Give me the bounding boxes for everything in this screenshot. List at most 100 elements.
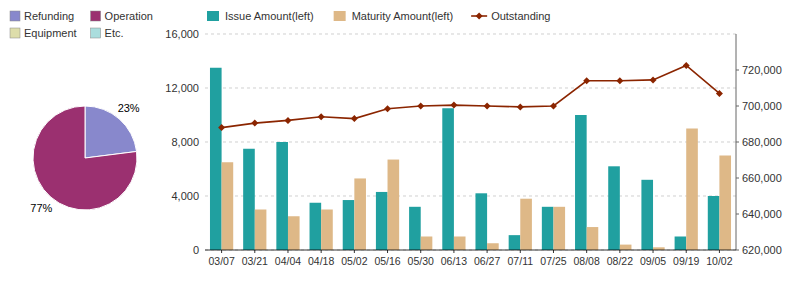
marker bbox=[318, 113, 325, 120]
pie-chart: RefundingOperationEquipmentEtc.23%77% bbox=[10, 10, 153, 214]
marker bbox=[583, 77, 590, 84]
bar bbox=[575, 115, 587, 250]
y-tick-label: 4,000 bbox=[171, 190, 199, 202]
marker bbox=[384, 105, 391, 112]
legend-swatch-marker bbox=[476, 13, 483, 20]
pie-slice bbox=[33, 106, 137, 210]
legend-label: Issue Amount(left) bbox=[225, 10, 314, 22]
marks bbox=[210, 62, 731, 250]
y-tick-label: 8,000 bbox=[171, 136, 199, 148]
bar bbox=[620, 245, 632, 250]
grid-line bbox=[205, 88, 736, 89]
legend-swatch bbox=[334, 11, 346, 21]
y2-tick-label: 680,000 bbox=[742, 136, 782, 148]
x-tick-label: 06/13 bbox=[441, 255, 467, 267]
bar bbox=[608, 166, 620, 250]
y-tick-label: 16,000 bbox=[165, 28, 199, 40]
y-tick-label: 0 bbox=[193, 244, 199, 256]
x-tick bbox=[287, 250, 288, 253]
y2-tick-label: 700,000 bbox=[742, 100, 782, 112]
marker bbox=[683, 62, 690, 69]
x-tick bbox=[321, 250, 322, 253]
marker bbox=[218, 124, 225, 131]
bar bbox=[641, 180, 653, 250]
bar bbox=[653, 247, 665, 250]
bar bbox=[553, 207, 565, 250]
y2-tick-label: 720,000 bbox=[742, 64, 782, 76]
grid-line bbox=[205, 34, 736, 35]
bar bbox=[487, 243, 499, 250]
chart: 04,0008,00012,00016,000620,000640,000660… bbox=[0, 0, 801, 284]
marker bbox=[351, 115, 358, 122]
x-tick bbox=[719, 250, 720, 253]
marker bbox=[650, 76, 657, 83]
x-tick-label: 08/08 bbox=[574, 255, 600, 267]
bar bbox=[288, 216, 300, 250]
legend-swatch bbox=[91, 11, 101, 21]
x-tick bbox=[553, 250, 554, 253]
marker bbox=[417, 103, 424, 110]
x-tick-label: 05/30 bbox=[408, 255, 434, 267]
legend-swatch bbox=[10, 11, 20, 21]
y2-tick-label: 620,000 bbox=[742, 244, 782, 256]
bar bbox=[454, 237, 466, 251]
legend-swatch bbox=[10, 28, 20, 38]
x-tick bbox=[354, 250, 355, 253]
bar bbox=[421, 237, 433, 251]
x-tick-label: 07/25 bbox=[540, 255, 566, 267]
x-tick-label: 04/04 bbox=[275, 255, 301, 267]
legend-label: Outstanding bbox=[491, 10, 550, 22]
marker bbox=[251, 120, 258, 127]
marker bbox=[517, 103, 524, 110]
legend-label: Maturity Amount(left) bbox=[352, 10, 453, 22]
bar bbox=[310, 203, 322, 250]
bar bbox=[222, 162, 234, 250]
marker bbox=[550, 103, 557, 110]
x-tick bbox=[387, 250, 388, 253]
bar bbox=[520, 199, 532, 250]
x-axis-line bbox=[205, 250, 736, 251]
bar bbox=[354, 178, 366, 250]
legend-label: Operation bbox=[105, 10, 153, 22]
bar bbox=[409, 207, 421, 250]
grid-line bbox=[205, 250, 736, 251]
bar bbox=[388, 160, 400, 250]
legend-label: Etc. bbox=[105, 27, 124, 39]
x-tick bbox=[487, 250, 488, 253]
x-tick-label: 10/02 bbox=[706, 255, 732, 267]
x-tick-label: 04/18 bbox=[308, 255, 334, 267]
bar bbox=[686, 129, 698, 251]
y2-axis-line bbox=[736, 34, 737, 250]
x-tick-label: 07/11 bbox=[508, 255, 534, 267]
bar bbox=[255, 210, 267, 251]
bar bbox=[321, 210, 333, 251]
marker bbox=[450, 102, 457, 109]
marker bbox=[716, 90, 723, 97]
bar bbox=[343, 200, 355, 250]
bar bbox=[708, 196, 720, 250]
x-tick bbox=[619, 250, 620, 253]
bar bbox=[675, 237, 687, 251]
marker bbox=[284, 117, 291, 124]
data-label: 77% bbox=[30, 202, 52, 214]
x-tick-label: 09/05 bbox=[640, 255, 666, 267]
legend: Issue Amount(left) Maturity Amount(left) O… bbox=[207, 10, 550, 22]
x-tick bbox=[420, 250, 421, 253]
x-tick bbox=[221, 250, 222, 253]
bar bbox=[719, 156, 731, 251]
pie-legend: RefundingOperationEquipmentEtc. bbox=[10, 10, 153, 39]
x-tick bbox=[453, 250, 454, 253]
bar bbox=[542, 207, 554, 250]
x-tick-label: 06/27 bbox=[474, 255, 500, 267]
y2-tick-label: 640,000 bbox=[742, 208, 782, 220]
bar bbox=[442, 108, 454, 250]
legend-label: Equipment bbox=[24, 27, 77, 39]
line bbox=[222, 66, 720, 128]
x-tick bbox=[520, 250, 521, 253]
bar bbox=[276, 142, 288, 250]
x-tick bbox=[686, 250, 687, 253]
x-tick-label: 08/22 bbox=[607, 255, 633, 267]
bar bbox=[210, 68, 222, 250]
bar bbox=[587, 227, 599, 250]
y-tick-label: 12,000 bbox=[165, 82, 199, 94]
